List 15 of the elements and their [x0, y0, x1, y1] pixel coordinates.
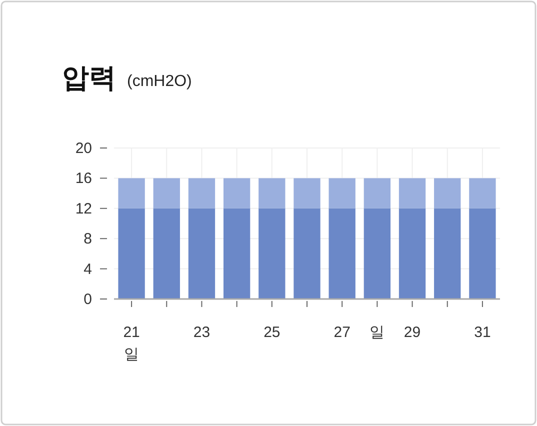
y-tick-label: 20	[75, 140, 92, 157]
y-tick-label: 12	[75, 200, 92, 218]
y-tick-label: 8	[84, 230, 92, 248]
x-tick-label: 27	[334, 324, 350, 341]
x-tick-label: 23	[193, 324, 210, 341]
y-tick-label: 0	[84, 291, 92, 308]
y-tick-label: 4	[84, 260, 92, 278]
x-tick-label: 21 일	[123, 324, 140, 363]
x-tick-label: 29	[404, 324, 421, 341]
x-tick-label: 31	[474, 324, 491, 341]
x-tick-label: 일	[370, 324, 385, 341]
x-tick-label: 25	[264, 324, 280, 341]
y-tick-label: 16	[75, 170, 92, 188]
chart-subtitle: (cmH2O)	[127, 73, 192, 90]
chart-title: 압력	[62, 63, 116, 93]
